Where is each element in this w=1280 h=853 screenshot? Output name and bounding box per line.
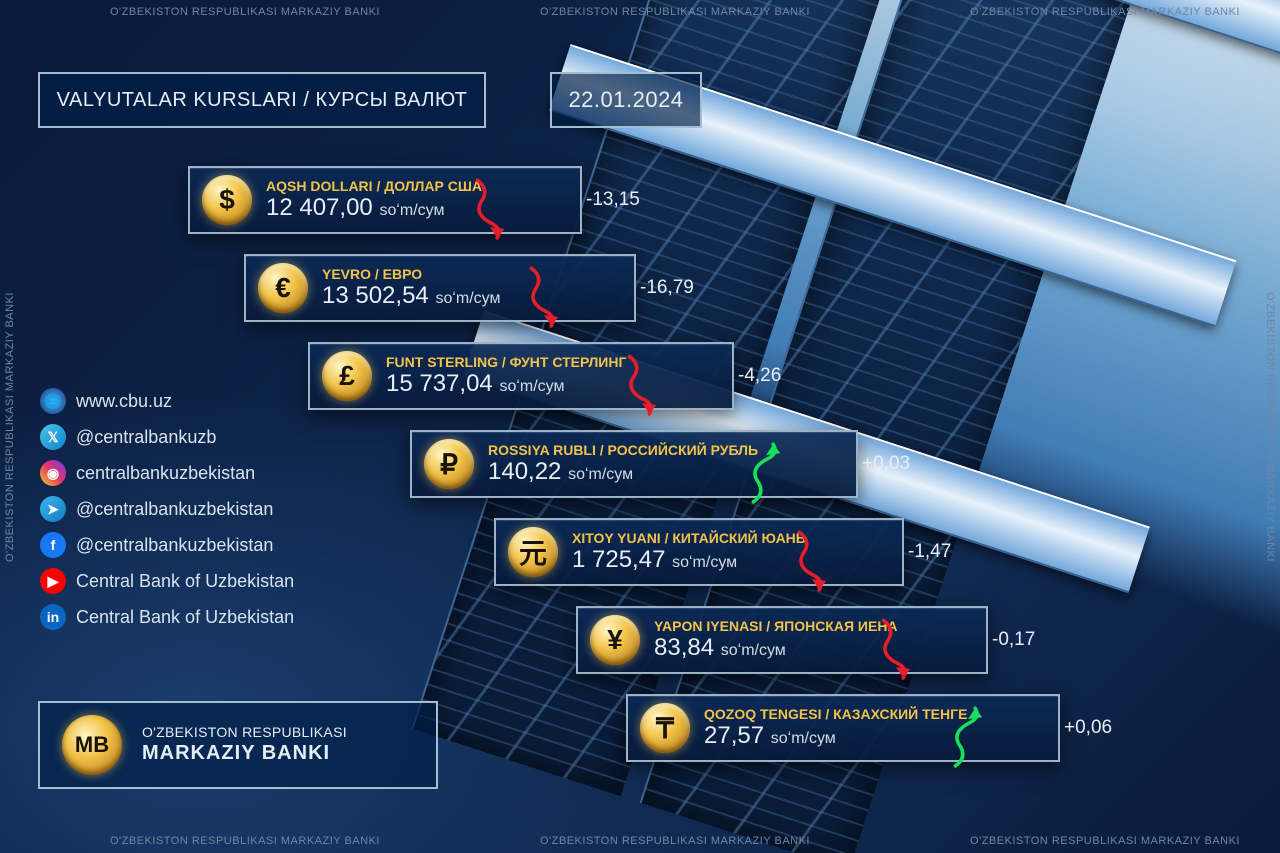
social-label: centralbankuzbekistan [76, 463, 255, 484]
rate-delta: -16,79 [640, 277, 704, 299]
currency-coin-icon: 元 [508, 527, 558, 577]
currency-coin-icon: ¥ [590, 615, 640, 665]
rate-delta: -0,17 [992, 629, 1056, 651]
social-row[interactable]: 🌐 www.cbu.uz [40, 388, 294, 414]
rate-text: XITOY YUANI / КИТАЙСКИЙ ЮАНЬ 1 725,47 so… [572, 531, 806, 573]
rate-text: YEVRO / ЕВРО 13 502,54 soʻm/сум [322, 267, 500, 309]
social-row[interactable]: 𝕏 @centralbankuzb [40, 424, 294, 450]
currency-name: YEVRO / ЕВРО [322, 267, 500, 282]
trend-arrow-down-icon [878, 616, 914, 684]
social-label: Central Bank of Uzbekistan [76, 571, 294, 592]
rate-text: ROSSIYA RUBLI / РОССИЙСКИЙ РУБЛЬ 140,22 … [488, 443, 758, 485]
currency-name: QOZOQ TENGESI / КАЗАХСКИЙ ТЕНГЕ [704, 707, 967, 722]
rate-delta: +0,03 [862, 453, 926, 475]
rate-text: QOZOQ TENGESI / КАЗАХСКИЙ ТЕНГЕ 27,57 so… [704, 707, 967, 749]
currency-rate: 83,84 soʻm/сум [654, 635, 898, 661]
trend-arrow-up-icon [950, 704, 986, 772]
rate-card: $ AQSH DOLLARI / ДОЛЛАР США 12 407,00 so… [188, 166, 582, 234]
trend-arrow-down-icon [526, 264, 562, 332]
rate-card: £ FUNT STERLING / ФУНТ СТЕРЛИНГ 15 737,0… [308, 342, 734, 410]
social-links: 🌐 www.cbu.uz 𝕏 @centralbankuzb ◉ central… [40, 388, 294, 640]
rate-card: € YEVRO / ЕВРО 13 502,54 soʻm/сум -16,79 [244, 254, 636, 322]
rate-card: ¥ YAPON IYENASI / ЯПОНСКАЯ ИЕНА 83,84 so… [576, 606, 988, 674]
currency-rate: 13 502,54 soʻm/сум [322, 283, 500, 309]
trend-arrow-down-icon [794, 528, 830, 596]
org-line1: O'ZBEKISTON RESPUBLIKASI [142, 724, 347, 742]
currency-rate: 140,22 soʻm/сум [488, 459, 758, 485]
rate-delta: +0,06 [1064, 717, 1128, 739]
rate-delta: -4,26 [738, 365, 802, 387]
rate-text: FUNT STERLING / ФУНТ СТЕРЛИНГ 15 737,04 … [386, 355, 626, 397]
rate-delta: -1,47 [908, 541, 972, 563]
web-icon: 🌐 [40, 388, 66, 414]
currency-coin-icon: ₽ [424, 439, 474, 489]
facebook-icon: f [40, 532, 66, 558]
linkedin-icon: in [40, 604, 66, 630]
currency-coin-icon: ₸ [640, 703, 690, 753]
rate-text: YAPON IYENASI / ЯПОНСКАЯ ИЕНА 83,84 soʻm… [654, 619, 898, 661]
currency-rate: 12 407,00 soʻm/сум [266, 195, 482, 221]
social-label: @centralbankuzb [76, 427, 216, 448]
trend-arrow-up-icon [748, 440, 784, 508]
currency-coin-icon: $ [202, 175, 252, 225]
currency-rate: 27,57 soʻm/сум [704, 723, 967, 749]
org-label: O'ZBEKISTON RESPUBLIKASI MARKAZIY BANKI [142, 724, 347, 767]
currency-name: ROSSIYA RUBLI / РОССИЙСКИЙ РУБЛЬ [488, 443, 758, 458]
rate-delta: -13,15 [586, 189, 650, 211]
currency-name: XITOY YUANI / КИТАЙСКИЙ ЮАНЬ [572, 531, 806, 546]
social-row[interactable]: in Central Bank of Uzbekistan [40, 604, 294, 630]
social-label: www.cbu.uz [76, 391, 172, 412]
social-label: Central Bank of Uzbekistan [76, 607, 294, 628]
currency-name: AQSH DOLLARI / ДОЛЛАР США [266, 179, 482, 194]
currency-name: FUNT STERLING / ФУНТ СТЕРЛИНГ [386, 355, 626, 370]
social-row[interactable]: ➤ @centralbankuzbekistan [40, 496, 294, 522]
currency-name: YAPON IYENASI / ЯПОНСКАЯ ИЕНА [654, 619, 898, 634]
org-emblem-icon: MB [62, 715, 122, 775]
rate-card: ₸ QOZOQ TENGESI / КАЗАХСКИЙ ТЕНГЕ 27,57 … [626, 694, 1060, 762]
trend-arrow-down-icon [624, 352, 660, 420]
currency-rate: 15 737,04 soʻm/сум [386, 371, 626, 397]
currency-coin-icon: £ [322, 351, 372, 401]
youtube-icon: ▶ [40, 568, 66, 594]
rate-card: 元 XITOY YUANI / КИТАЙСКИЙ ЮАНЬ 1 725,47 … [494, 518, 904, 586]
org-box: MB O'ZBEKISTON RESPUBLIKASI MARKAZIY BAN… [38, 701, 438, 789]
instagram-icon: ◉ [40, 460, 66, 486]
social-row[interactable]: ▶ Central Bank of Uzbekistan [40, 568, 294, 594]
currency-coin-icon: € [258, 263, 308, 313]
currency-rate: 1 725,47 soʻm/сум [572, 547, 806, 573]
trend-arrow-down-icon [472, 176, 508, 244]
social-label: @centralbankuzbekistan [76, 535, 273, 556]
rate-text: AQSH DOLLARI / ДОЛЛАР США 12 407,00 soʻm… [266, 179, 482, 221]
social-row[interactable]: f @centralbankuzbekistan [40, 532, 294, 558]
rate-card: ₽ ROSSIYA RUBLI / РОССИЙСКИЙ РУБЛЬ 140,2… [410, 430, 858, 498]
twitter-icon: 𝕏 [40, 424, 66, 450]
social-row[interactable]: ◉ centralbankuzbekistan [40, 460, 294, 486]
org-line2: MARKAZIY BANKI [142, 741, 347, 766]
telegram-icon: ➤ [40, 496, 66, 522]
social-label: @centralbankuzbekistan [76, 499, 273, 520]
